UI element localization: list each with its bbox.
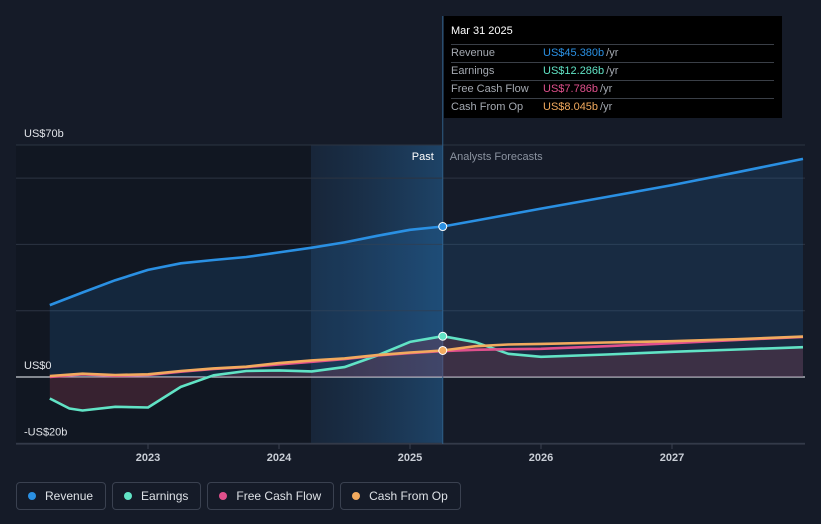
y-axis-label: -US$20b	[24, 426, 67, 438]
x-tick-label: 2027	[660, 452, 684, 464]
tooltip-row-free-cash-flow: Free Cash Flow US$7.786b /yr	[451, 80, 774, 98]
past-highlight-band	[311, 145, 443, 444]
x-tick-label: 2024	[267, 452, 292, 464]
earnings-line	[49, 334, 804, 412]
tooltip-unit: /yr	[600, 83, 613, 95]
cash-from-op-line	[49, 335, 804, 378]
revenue-dot-icon	[28, 492, 36, 500]
legend-label: Cash From Op	[369, 489, 448, 503]
tooltip-value: US$7.786b	[543, 83, 599, 95]
legend-label: Earnings	[141, 489, 189, 503]
earnings-marker	[438, 331, 448, 341]
cash-from-op-marker	[438, 345, 448, 355]
tooltip-label: Free Cash Flow	[451, 83, 529, 95]
legend-label: Revenue	[45, 489, 94, 503]
revenue-marker	[438, 222, 448, 232]
free-cash-flow-dot-icon	[219, 492, 228, 500]
chart-legend: Revenue Earnings Free Cash Flow Cash Fro…	[16, 482, 461, 510]
tooltip-panel: Mar 31 2025 Revenue US$45.380b /yr Earni…	[444, 16, 782, 118]
tooltip-row-cash-from-op: Cash From Op US$8.045b /yr	[451, 98, 774, 116]
y-axis-label: US$70b	[24, 128, 64, 140]
x-tick-label: 2026	[529, 452, 553, 464]
tooltip-unit: /yr	[606, 65, 619, 77]
legend-item-revenue[interactable]: Revenue	[16, 482, 107, 510]
y-axis-label: US$0	[24, 360, 52, 372]
tooltip-unit: /yr	[600, 101, 613, 113]
x-tick-label: 2025	[398, 452, 422, 464]
tooltip-label: Earnings	[451, 65, 495, 77]
x-tick-label: 2023	[136, 452, 160, 464]
forecast-label: Analysts Forecasts	[450, 151, 543, 163]
past-background	[16, 145, 311, 444]
earnings-dot-icon	[124, 492, 133, 500]
cash-from-op-dot-icon	[352, 492, 361, 500]
past-label: Past	[412, 151, 434, 163]
tooltip-value: US$8.045b	[543, 101, 599, 113]
legend-item-free-cash-flow[interactable]: Free Cash Flow	[207, 482, 335, 510]
tooltip-row-revenue: Revenue US$45.380b /yr	[451, 44, 774, 62]
legend-label: Free Cash Flow	[236, 489, 322, 503]
tooltip-value: US$45.380b	[543, 47, 605, 59]
tooltip-label: Cash From Op	[451, 101, 524, 113]
tooltip-label: Revenue	[451, 47, 496, 59]
revenue-area	[49, 158, 804, 377]
legend-item-cash-from-op[interactable]: Cash From Op	[340, 482, 461, 510]
tooltip-value: US$12.286b	[543, 65, 605, 77]
legend-item-earnings[interactable]: Earnings	[112, 482, 202, 510]
revenue-line	[49, 157, 804, 307]
tooltip-date: Mar 31 2025	[451, 25, 513, 37]
tooltip-unit: /yr	[606, 47, 619, 59]
tooltip-row-earnings: Earnings US$12.286b /yr	[451, 62, 774, 80]
